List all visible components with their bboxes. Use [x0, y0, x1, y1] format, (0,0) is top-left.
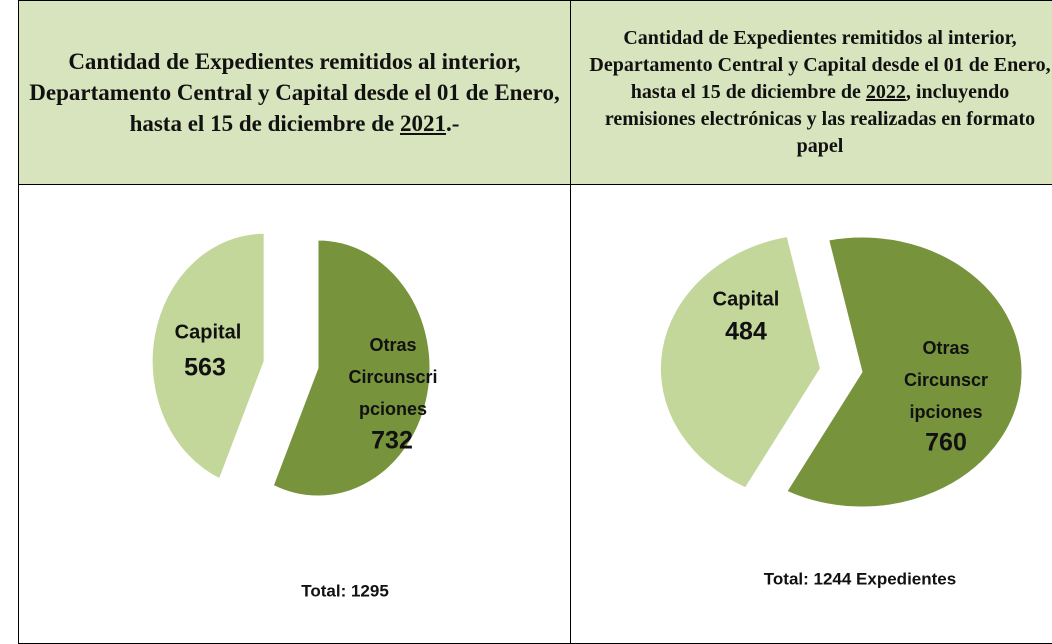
slice-label: Otras [369, 335, 416, 355]
pie-slice [272, 239, 431, 497]
title-end: .- [446, 111, 460, 136]
title: Cantidad de Expedientes remitidos al int… [589, 27, 1051, 103]
header-text: Cantidad de Expedientes remitidos al int… [579, 25, 1052, 160]
title-end: , incluyendo remisiones electrónicas y l… [604, 81, 1036, 157]
slice-label: Circunscr [904, 370, 988, 390]
header-text: Cantidad de Expedientes remitidos al int… [19, 46, 570, 139]
pie-slice [786, 236, 1023, 508]
slice-value: 563 [184, 354, 226, 382]
pie-slice [151, 232, 265, 480]
title-year: 2021 [400, 111, 447, 136]
total-label: Total: 1244 Expedientes [764, 569, 956, 588]
slice-label: Circunscri [348, 367, 437, 387]
slice-label: Capital [713, 288, 780, 310]
total-label: Total: 1295 [301, 581, 389, 600]
title-year: 2022 [865, 81, 906, 103]
slice-value: 484 [725, 318, 767, 346]
header-cell: Cantidad de Expedientes remitidos al int… [18, 0, 571, 185]
title: Cantidad de Expedientes remitidos al int… [29, 49, 560, 136]
slice-value: 732 [371, 427, 413, 455]
pie-slice [659, 235, 821, 489]
slice-label: pciones [359, 399, 427, 419]
slice-value: 760 [925, 429, 967, 457]
header-cell: Cantidad de Expedientes remitidos al int… [570, 0, 1052, 185]
slice-label: Otras [922, 338, 969, 358]
slice-label: ipciones [909, 402, 982, 422]
slice-label: Capital [175, 321, 242, 343]
